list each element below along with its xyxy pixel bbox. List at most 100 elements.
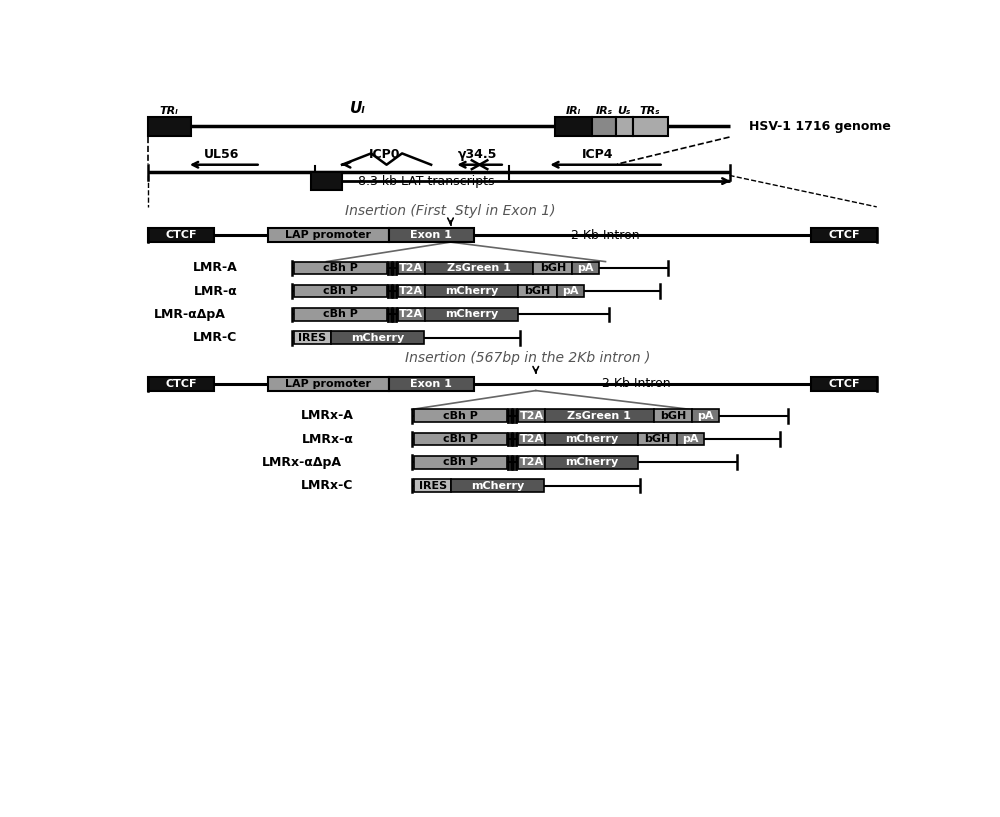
Text: UL56: UL56 [204,148,240,161]
Text: bGH: bGH [660,411,686,421]
Text: HSV-1 1716 genome: HSV-1 1716 genome [749,120,891,133]
Text: Exon 1: Exon 1 [410,230,452,240]
Text: mCherry: mCherry [471,480,524,490]
Text: bGH: bGH [644,434,671,444]
Text: T2A: T2A [519,434,544,444]
Text: IRₛ: IRₛ [595,105,612,116]
Bar [294,308,387,321]
Text: ZsGreen 1: ZsGreen 1 [447,263,511,273]
Text: cBh P: cBh P [443,458,478,467]
Bar [148,377,214,391]
Text: LMRx-α: LMRx-α [302,432,354,445]
Bar [294,285,387,297]
Text: Insertion (567bp in the 2Kb intron ): Insertion (567bp in the 2Kb intron ) [405,351,651,365]
Text: Exon 1: Exon 1 [410,378,452,389]
Bar [545,409,654,422]
Bar [633,117,668,136]
Text: IRES: IRES [298,333,327,342]
Bar [518,285,557,297]
Bar [533,261,572,275]
Bar [398,308,425,321]
Text: cBh P: cBh P [323,263,358,273]
Bar [425,285,518,297]
Text: TRₛ: TRₛ [639,105,660,116]
Text: 2 Kb Intron: 2 Kb Intron [571,229,640,242]
Bar [654,409,692,422]
Text: IRₗ: IRₗ [566,105,581,116]
Text: Uₗ: Uₗ [350,100,365,116]
Bar [398,261,425,275]
Bar [555,117,592,136]
Bar [388,377,474,391]
Bar [545,456,638,469]
Text: cBh P: cBh P [323,286,358,297]
Text: pA: pA [577,263,594,273]
Bar [616,117,633,136]
Bar [592,117,616,136]
Bar [518,456,545,469]
Bar [148,228,214,242]
Text: LAP promoter: LAP promoter [285,378,371,389]
Text: mCherry: mCherry [351,333,404,342]
Text: LMR-C: LMR-C [193,331,237,344]
Text: LMRx-C: LMRx-C [301,479,354,492]
Text: γ34.5: γ34.5 [458,148,497,161]
Bar [414,480,451,492]
Bar [811,228,877,242]
Bar [268,228,388,242]
Text: CTCF: CTCF [165,378,197,389]
Text: pA: pA [682,434,699,444]
Bar [518,433,545,445]
Text: T2A: T2A [399,310,423,319]
Text: mCherry: mCherry [445,310,498,319]
Bar [425,308,518,321]
Text: LAP promoter: LAP promoter [285,230,371,240]
Text: pA: pA [562,286,578,297]
Bar [268,377,388,391]
Bar [677,433,704,445]
Bar [414,456,507,469]
Text: mCherry: mCherry [565,434,618,444]
Text: LMRx-A: LMRx-A [301,409,354,422]
Text: T2A: T2A [399,286,423,297]
Text: LMR-A: LMR-A [193,261,237,275]
Bar [414,409,507,422]
Text: T2A: T2A [399,263,423,273]
Bar [294,261,387,275]
Bar [414,433,507,445]
Text: IRES: IRES [419,480,447,490]
Text: LMRx-αΔpA: LMRx-αΔpA [262,456,342,469]
Bar [294,332,331,344]
Text: cBh P: cBh P [323,310,358,319]
Text: 2 Kb Intron: 2 Kb Intron [602,377,671,391]
Bar [545,433,638,445]
Text: mCherry: mCherry [445,286,498,297]
Text: mCherry: mCherry [565,458,618,467]
Text: CTCF: CTCF [828,230,860,240]
Text: LMR-αΔpA: LMR-αΔpA [154,308,226,321]
Bar [572,261,599,275]
Bar [388,228,474,242]
Bar [692,409,719,422]
Bar [557,285,584,297]
Text: Insertion (First  Styl in Exon 1): Insertion (First Styl in Exon 1) [345,203,556,217]
Text: LMR-α: LMR-α [194,284,237,297]
Text: ICP0: ICP0 [369,148,400,161]
Bar [148,117,191,136]
Text: 8.3 kb LAT transcripts: 8.3 kb LAT transcripts [358,175,494,188]
Bar [638,433,677,445]
Text: ICP4: ICP4 [582,148,614,161]
Text: bGH: bGH [524,286,550,297]
Text: ZsGreen 1: ZsGreen 1 [567,411,631,421]
Text: Uₛ: Uₛ [617,105,631,116]
Text: bGH: bGH [540,263,566,273]
Text: CTCF: CTCF [828,378,860,389]
Bar [425,261,533,275]
Text: cBh P: cBh P [443,434,478,444]
Bar [451,480,544,492]
Bar [311,172,342,190]
Bar [518,409,545,422]
Text: T2A: T2A [519,458,544,467]
Bar [331,332,424,344]
Bar [398,285,425,297]
